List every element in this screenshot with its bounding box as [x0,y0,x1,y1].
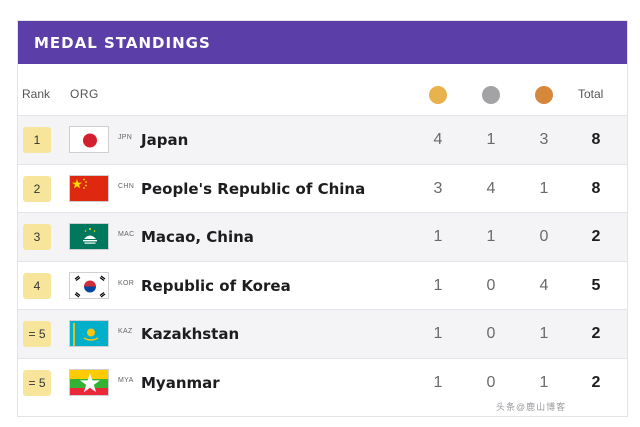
country-code: JPN [118,134,133,141]
country-code: MYA [118,376,134,384]
total-column-header: Total [578,87,604,101]
country-name[interactable]: Japan [141,131,189,149]
country-code: KAZ [118,328,133,335]
rank-badge: = 5 [23,369,51,396]
gold-count: 3 [433,179,443,197]
total-count: 5 [591,276,601,294]
country-name[interactable]: Myanmar [141,373,220,392]
gold-count: 1 [433,228,443,245]
silver-count: 1 [486,228,496,245]
kazakhstan-flag-icon [69,320,109,347]
myanmar-flag-icon [69,368,109,396]
japan-flag-icon [69,126,109,153]
medal-standings-panel: MEDAL STANDINGS Rank ORG Total 1 JPN Jap… [17,20,628,417]
gold-count: 1 [433,325,443,342]
silver-count: 0 [486,276,496,294]
rank-column-header: Rank [22,87,51,101]
country-name[interactable]: Kazakhstan [141,325,240,343]
silver-medal-icon [482,86,500,104]
total-count: 8 [591,179,601,197]
watermark: 头条@鹿山博客 [496,402,567,412]
bronze-count: 1 [539,179,549,197]
bronze-medal-icon [535,86,553,104]
table-row[interactable]: = 5 MYA Myanmar 1 0 1 2 [18,357,627,407]
table-row[interactable]: 4 KOR Republic of Korea 1 0 4 [18,260,627,310]
total-count: 2 [591,325,601,342]
title-banner: MEDAL STANDINGS [18,21,627,64]
total-count: 2 [591,228,601,245]
silver-count: 1 [486,131,496,148]
country-name[interactable]: People's Republic of China [141,179,366,198]
country-name[interactable]: Republic of Korea [141,276,291,295]
gold-count: 1 [433,276,443,294]
country-code: KOR [118,279,135,287]
table-row[interactable]: 1 JPN Japan 4 1 3 8 [18,115,627,164]
rank-badge: 2 [23,175,51,202]
silver-count: 4 [486,179,496,197]
country-code: MAC [118,231,135,238]
total-count: 2 [591,373,601,391]
rank-badge: 4 [23,272,51,299]
country-name[interactable]: Macao, China [141,228,254,246]
china-flag-icon [69,174,109,202]
table-header: Rank ORG Total [18,79,627,111]
table-row[interactable]: 2 CHN People's Republic of China 3 4 1 8 [18,163,627,213]
standings-table: 1 JPN Japan 4 1 3 8 2 [18,115,627,406]
total-count: 8 [591,131,601,148]
bronze-count: 0 [539,228,549,245]
bronze-count: 1 [539,325,549,342]
rank-badge: 1 [23,127,51,153]
bronze-count: 3 [539,131,549,148]
rank-badge: = 5 [23,321,51,347]
gold-count: 1 [433,373,443,391]
rank-badge: 3 [23,224,51,250]
silver-count: 0 [486,373,496,391]
macao-flag-icon [69,223,109,250]
table-row[interactable]: = 5 KAZ Kazakhstan 1 0 1 2 [18,309,627,358]
org-column-header: ORG [70,87,99,101]
country-code: CHN [118,182,135,190]
page-title: MEDAL STANDINGS [34,34,211,52]
bronze-count: 4 [539,276,549,294]
gold-count: 4 [433,131,443,148]
korea-flag-icon [69,271,109,299]
bronze-count: 1 [539,373,549,391]
silver-count: 0 [486,325,496,342]
table-row[interactable]: 3 MAC Macao, China 1 1 0 2 [18,212,627,261]
gold-medal-icon [429,86,447,104]
